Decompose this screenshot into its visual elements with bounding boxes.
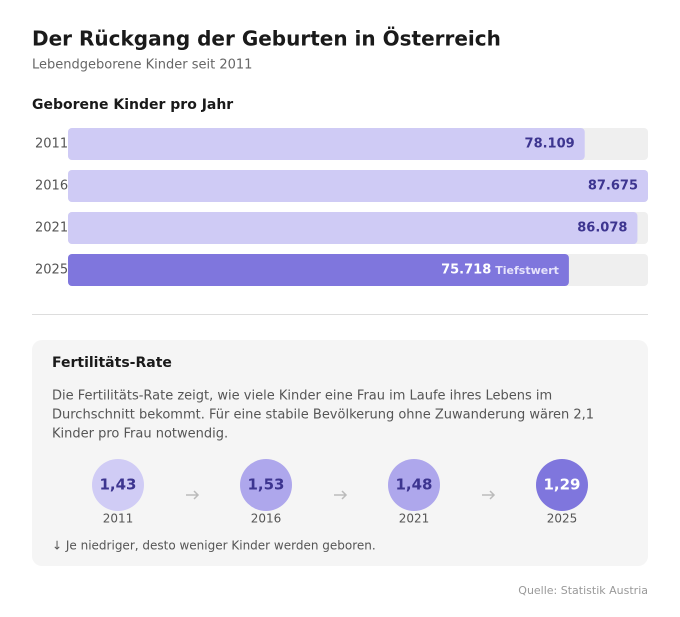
fertility-panel [32, 340, 648, 566]
y-tick-label: 2025 [35, 263, 68, 278]
y-tick-label: 2016 [35, 179, 68, 194]
value-label: 87.675 [588, 179, 638, 194]
bar [68, 170, 648, 202]
rate-label: 1,53 [247, 476, 284, 494]
annotation: Tiefstwert [495, 264, 559, 277]
description-line: Die Fertilitäts-Rate zeigt, wie viele Ki… [52, 389, 552, 404]
bar [68, 254, 569, 286]
arrows [186, 490, 496, 500]
subtitle: Lebendgeborene Kinder seit 2011 [32, 58, 252, 73]
year-label: 2011 [103, 512, 134, 526]
value-label: 78.109 [525, 137, 575, 152]
fertility-title: Fertilitäts-Rate [52, 355, 172, 371]
y-tick-label: 2011 [35, 137, 68, 152]
rate-circle [536, 459, 588, 511]
value-label: 86.078 [577, 221, 627, 236]
fertility-note: ↓ Je niedriger, desto weniger Kinder wer… [52, 539, 376, 553]
bar [68, 212, 638, 244]
rate-circle [240, 459, 292, 511]
rate-label: 1,48 [395, 476, 432, 494]
bar [68, 128, 585, 160]
rate-label: 1,29 [543, 476, 580, 494]
rate-circle [92, 459, 144, 511]
description-line: Kinder pro Frau notwendig. [52, 427, 228, 442]
year-label: 2016 [251, 512, 282, 526]
value-label: 75.718 [441, 263, 491, 278]
description-line: Durchschnitt bekommt. Für eine stabile B… [52, 408, 594, 423]
rate-circle [388, 459, 440, 511]
year-label: 2025 [547, 512, 578, 526]
y-tick-label: 2021 [35, 221, 68, 236]
chart-title: Geborene Kinder pro Jahr [32, 97, 233, 113]
rate-label: 1,43 [99, 476, 136, 494]
source: Quelle: Statistik Austria [518, 584, 648, 597]
year-label: 2021 [399, 512, 430, 526]
title: Der Rückgang der Geburten in Österreich [32, 27, 501, 51]
